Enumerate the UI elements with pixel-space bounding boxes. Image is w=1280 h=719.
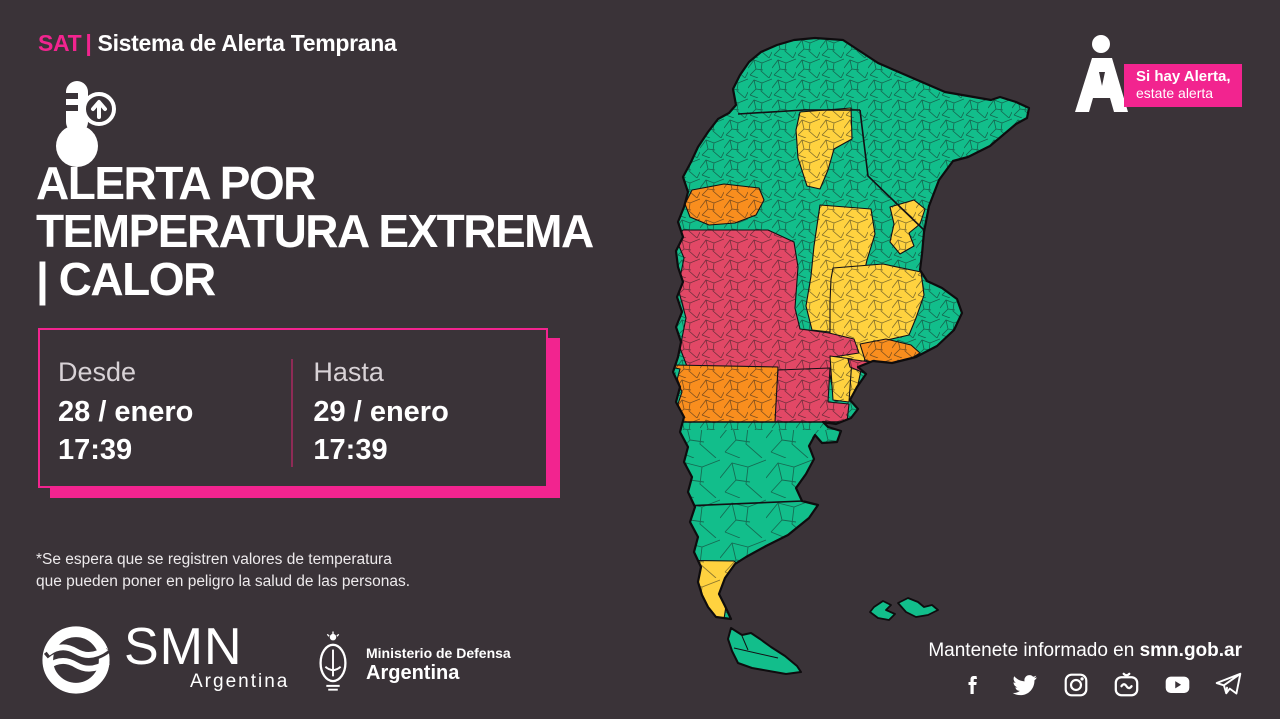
ministry-country: Argentina xyxy=(366,661,460,684)
facebook-icon[interactable] xyxy=(960,671,987,698)
period-to: Hasta 29 / enero 17:39 xyxy=(313,357,546,470)
header-sat-acronym: SAT xyxy=(38,30,82,56)
map-zone-malvinas-west xyxy=(869,600,896,621)
instagram-icon[interactable] xyxy=(1062,671,1089,698)
tdf-borders xyxy=(733,635,779,659)
department-mesh-south xyxy=(673,430,1029,619)
map-zone-green-andes-santacruz2 xyxy=(673,579,685,600)
department-mesh-north xyxy=(673,38,1029,430)
footer-info: Mantenete informado en smn.gob.ar xyxy=(928,640,1242,698)
social-row xyxy=(928,671,1242,698)
title-line3: | CALOR xyxy=(36,252,216,305)
alert-person-icon xyxy=(1074,34,1130,119)
smn-logo: SMN Argentina xyxy=(40,618,290,701)
ministry-name: Ministerio de Defensa xyxy=(366,644,511,661)
from-label: Desde xyxy=(58,356,137,387)
coat-of-arms-icon xyxy=(312,630,354,699)
telegram-icon[interactable] xyxy=(1215,671,1242,698)
smn-country: Argentina xyxy=(190,670,290,692)
footnote-line2: que pueden poner en peligro la salud de … xyxy=(36,572,410,590)
from-time: 17:39 xyxy=(58,434,133,466)
igtv-icon[interactable] xyxy=(1113,671,1140,698)
youtube-icon[interactable] xyxy=(1164,671,1191,698)
from-date: 28 / enero xyxy=(58,395,194,428)
to-label: Hasta xyxy=(313,356,384,387)
map-zone-green-andes-santacruz1 xyxy=(673,562,678,580)
alert-slogan-badge: Si hay Alerta, estate alerta xyxy=(1124,64,1242,107)
ministry-logo: Ministerio de Defensa Argentina xyxy=(312,630,511,699)
slogan-line2: estate alerta xyxy=(1136,84,1214,101)
title-line2: TEMPERATURA EXTREMA xyxy=(36,204,594,257)
smn-name: SMN xyxy=(124,618,243,676)
footnote: *Se espera que se registren valores de t… xyxy=(36,549,410,592)
country-outline xyxy=(671,36,1031,621)
footer-text: Mantenete informado en smn.gob.ar xyxy=(928,640,1242,662)
map-zone-tierradelfuego xyxy=(727,627,802,675)
to-time: 17:39 xyxy=(313,434,388,466)
to-date: 29 / enero xyxy=(313,395,449,428)
page-title: ALERTA POR TEMPERATURA EXTREMA | CALOR xyxy=(36,157,696,305)
footnote-line1: *Se espera que se registren valores de t… xyxy=(36,551,392,568)
period-divider xyxy=(290,359,294,467)
slogan-line1: Si hay Alerta, xyxy=(1136,68,1231,85)
footer-site-url: smn.gob.ar xyxy=(1139,640,1242,661)
argentina-alert-map xyxy=(671,36,1031,675)
alert-period-box: Desde 28 / enero 17:39 Hasta 29 / enero … xyxy=(38,328,548,488)
province-borders xyxy=(673,109,925,508)
header-system-name: Sistema de Alerta Temprana xyxy=(97,30,397,56)
smn-waves-icon xyxy=(40,624,112,701)
ministry-wordmark: Ministerio de Defensa Argentina xyxy=(366,645,511,685)
period-from: Desde 28 / enero 17:39 xyxy=(58,357,291,470)
high-temperature-icon xyxy=(38,76,118,175)
title-line1: ALERTA POR xyxy=(36,157,316,209)
header-pipe: | xyxy=(85,30,92,56)
twitter-icon[interactable] xyxy=(1011,671,1038,698)
footer-text-regular: Mantenete informado en xyxy=(928,640,1140,661)
header-sat: SAT | Sistema de Alerta Temprana xyxy=(38,30,397,57)
map-zone-malvinas-east xyxy=(897,597,939,618)
smn-wordmark: SMN Argentina xyxy=(124,618,290,692)
